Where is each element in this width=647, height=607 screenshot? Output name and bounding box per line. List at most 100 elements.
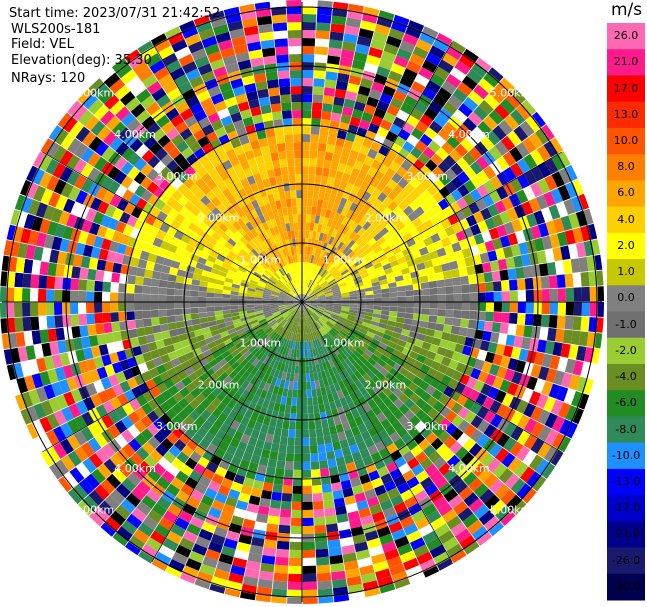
radar-gate [293,461,302,471]
radar-gate [453,480,468,495]
radar-gate [109,136,124,151]
radar-gate [345,461,357,472]
radar-gate [302,310,304,318]
radar-gate [147,155,161,169]
radar-gate [237,59,252,71]
radar-gate [196,426,208,438]
radar-gate [426,419,439,432]
radar-gate [54,366,67,382]
radar-gate [31,373,44,389]
radar-gate [361,364,370,374]
radar-gate [307,262,311,271]
radar-gate [249,219,258,229]
radar-gate [307,182,315,191]
radar-gate [420,177,433,190]
radar-gate [95,404,108,418]
radar-gate [271,333,279,341]
radar-gate [233,43,249,55]
radar-gate [319,345,325,355]
radar-gate [503,422,517,437]
radar-gate [343,33,358,44]
radar-gate [255,310,264,315]
radar-gate [347,510,360,521]
radar-gate [482,330,492,342]
radar-gate [496,403,509,418]
radar-gate [378,342,388,350]
radar-gate [418,66,434,80]
radar-gate [259,353,268,363]
radar-gate [205,354,215,363]
radar-gate [315,321,321,329]
radar-gate [322,217,329,226]
radar-gate [342,404,351,414]
radar-gate [364,234,374,243]
radar-gate [222,309,231,315]
radar-gate [570,195,584,213]
radar-gate [236,386,246,396]
radar-gate [327,278,336,285]
radar-gate [334,373,342,383]
radar-gate [380,283,389,290]
radar-gate [89,222,101,236]
radar-gate [299,286,302,295]
radar-gate [215,367,225,377]
radar-gate [227,184,238,195]
radar-gate [328,359,335,368]
radar-gate [516,158,531,174]
radar-gate [363,155,375,167]
radar-gate [222,306,231,311]
radar-gate [488,443,503,458]
radar-gate [306,308,312,316]
radar-gate [279,307,288,311]
radar-gate [241,379,250,390]
radar-gate [354,319,363,325]
radar-gate [241,224,251,234]
radar-gate [221,334,231,342]
radar-gate [156,476,171,490]
radar-gate [67,450,82,467]
radar-gate [167,351,178,361]
radar-gate [86,291,95,302]
radar-gate [321,111,332,121]
radar-gate [326,342,333,351]
radar-gate [302,302,305,310]
radar-gate [307,307,314,314]
radar-gate [255,269,264,276]
radar-gate [108,240,120,253]
radar-gate [349,392,358,402]
radar-gate [190,489,204,502]
colorbar-segment [607,75,645,103]
radar-gate [545,220,557,236]
radar-gate [270,0,286,8]
radar-gate [335,80,348,91]
radar-gate [256,341,265,350]
radar-gate [166,87,182,101]
radar-gate [287,294,295,299]
radar-gate [290,78,302,87]
radar-gate [330,433,340,443]
radar-gate [463,179,477,193]
radar-gate [351,256,361,265]
radar-gate [289,413,297,422]
radar-gate [242,245,251,254]
radar-gate [237,227,247,237]
radar-gate [287,295,295,300]
radar-gate [411,277,421,285]
radar-gate [77,89,93,104]
radar-gate [114,170,127,185]
radar-gate [262,239,270,249]
radar-gate [302,86,313,95]
radar-gate [366,409,377,420]
radar-gate [152,503,167,517]
radar-gate [309,299,318,302]
radar-gate [386,35,402,48]
radar-gate [298,357,302,366]
radar-gate [99,67,116,82]
radar-gate [524,313,534,326]
range-ring-label: 1.00km [323,337,365,350]
radar-gate [182,314,192,321]
radar-gate [188,356,199,366]
radar-gate [166,127,180,141]
radar-gate [312,94,324,103]
radar-gate [236,152,248,164]
